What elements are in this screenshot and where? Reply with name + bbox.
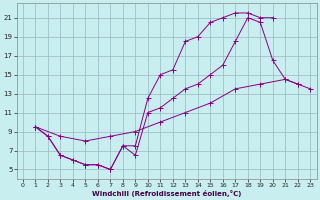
X-axis label: Windchill (Refroidissement éolien,°C): Windchill (Refroidissement éolien,°C) (92, 190, 241, 197)
